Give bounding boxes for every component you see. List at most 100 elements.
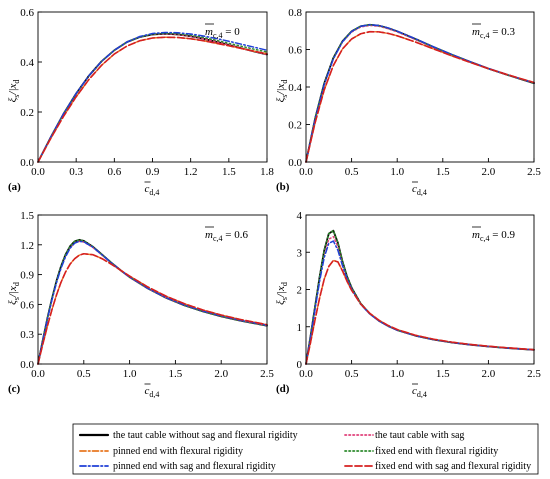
x-tick-label: 0.0 (31, 166, 45, 178)
series-line-6 (37, 252, 268, 365)
legend-label: pinned end with flexural rigidity (113, 446, 243, 457)
legend-label: fixed end with flexural rigidity (375, 446, 498, 457)
x-tick-label: 1.0 (390, 368, 404, 380)
x-tick-label: 0.5 (345, 368, 359, 380)
legend-label: fixed end with sag and flexural rigidity (375, 461, 531, 472)
x-tick-label: 0.6 (107, 166, 121, 178)
y-axis-label: ξs/|xd (275, 80, 289, 103)
legend-label: the taut cable without sag and flexural … (113, 430, 298, 441)
annotation: mc,4 = 0.9 (472, 229, 515, 243)
y-tick-label: 0 (297, 359, 303, 371)
y-tick-label: 0.6 (20, 7, 34, 19)
series-line-3 (305, 259, 535, 365)
y-tick-label: 0.4 (288, 82, 302, 94)
x-tick-label: 0.0 (299, 166, 313, 178)
x-tick-label: 0.9 (146, 166, 160, 178)
x-tick-label: 1.0 (390, 166, 404, 178)
legend-item: pinned end with sag and flexural rigidit… (79, 461, 276, 472)
series-line-1 (305, 229, 535, 365)
series-line-5 (305, 240, 535, 365)
panel-d: 0.0 0.5 1.0 1.5 2.0 2.5 0 1 2 3 4 (d) cd,4 ξs/|xd mc,4… (275, 210, 541, 399)
legend-box (72, 423, 539, 475)
y-tick-label: 0.2 (20, 107, 34, 119)
x-tick-label: 2.0 (482, 368, 496, 380)
panel-c: 0.0 0.5 1.0 1.5 2.0 2.5 0.0 0.3 0.6 0.9 1.2 1.5 (c) c… (7, 210, 274, 399)
panel-b: 0.0 0.5 1.0 1.5 2.0 2.5 0.0 0.2 0.4 0.6 0.8 (b) cd,4… (275, 7, 541, 197)
y-tick-label: 0.4 (20, 57, 34, 69)
series-line-3 (305, 30, 535, 163)
x-tick-label: 2.0 (214, 368, 228, 380)
y-tick-label: 1.2 (20, 240, 34, 252)
y-tick-label: 0.8 (288, 7, 302, 19)
plot-frame (37, 214, 268, 365)
series-line-4 (37, 32, 268, 163)
legend-item: pinned end with flexural rigidity (79, 446, 243, 457)
series-line-1 (37, 238, 268, 365)
y-tick-label: 1 (297, 322, 303, 334)
x-tick-label: 1.5 (436, 368, 450, 380)
legend-item: fixed end with sag and flexural rigidity (344, 461, 531, 472)
legend-item: the taut cable without sag and flexural … (78, 430, 298, 441)
x-tick-label: 1.5 (436, 166, 450, 178)
x-tick-label: 2.0 (482, 166, 496, 178)
series-line-6 (37, 36, 268, 163)
series-line-4 (37, 239, 268, 365)
x-tick-label: 0.0 (299, 368, 313, 380)
y-tick-label: 3 (297, 247, 303, 259)
y-tick-label: 0.0 (288, 157, 302, 169)
annotation: mc,4 = 0.6 (205, 229, 248, 243)
x-tick-label: 0.3 (69, 166, 83, 178)
legend-items: the taut cable without sag and flexural … (78, 430, 531, 472)
x-axis-label: cd,4 (145, 183, 160, 197)
y-axis-label: ξs/|xd (275, 282, 289, 305)
x-tick-label: 0.5 (77, 368, 91, 380)
y-axis-label: ξs/|xd (7, 80, 21, 103)
y-tick-label: 0.6 (288, 45, 302, 57)
x-tick-label: 2.5 (527, 166, 541, 178)
series-line-2 (37, 33, 268, 163)
y-axis-label: ξs/|xd (7, 282, 21, 305)
legend-item: the taut cable with sag (344, 430, 464, 441)
y-tick-label: 0.3 (20, 329, 34, 341)
series-line-1 (37, 32, 268, 163)
x-tick-label: 1.8 (260, 166, 274, 178)
series-line-5 (37, 240, 268, 365)
x-tick-label: 2.5 (260, 368, 274, 380)
panel-label: (d) (276, 383, 290, 395)
series-line-2 (37, 240, 268, 365)
panel-label: (b) (276, 181, 290, 193)
y-tick-label: 4 (297, 210, 303, 222)
x-tick-label: 1.5 (222, 166, 236, 178)
y-tick-label: 1.5 (20, 210, 34, 222)
legend-label: pinned end with sag and flexural rigidit… (113, 461, 276, 472)
x-tick-label: 1.2 (184, 166, 198, 178)
series-line-6 (305, 259, 535, 365)
y-tick-label: 0.2 (288, 120, 302, 132)
x-axis-label: cd,4 (412, 385, 427, 399)
x-tick-label: 1.0 (123, 368, 137, 380)
panel-label: (c) (8, 383, 21, 395)
y-tick-label: 2 (297, 285, 303, 297)
series-line-5 (37, 31, 268, 163)
x-axis-label: cd,4 (412, 183, 427, 197)
series-line-6 (305, 30, 535, 163)
panel-a: 0.0 0.3 0.6 0.9 1.2 1.5 1.8 0.0 0.2 0.4 0.6 (a) cd,4… (7, 7, 274, 197)
x-tick-label: 2.5 (527, 368, 541, 380)
panels: 0.0 0.3 0.6 0.9 1.2 1.5 1.8 0.0 0.2 0.4 0.6 (a) cd,4… (7, 7, 541, 399)
series-line-2 (305, 235, 535, 365)
x-tick-label: 1.5 (169, 368, 183, 380)
y-tick-label: 0.0 (20, 359, 34, 371)
legend: the taut cable without sag and flexural … (72, 423, 539, 475)
y-tick-label: 0.0 (20, 157, 34, 169)
x-axis-label: cd,4 (145, 385, 160, 399)
annotation: mc,4 = 0 (205, 26, 240, 40)
y-tick-label: 0.9 (20, 270, 34, 282)
panel-label: (a) (8, 181, 21, 193)
annotation: mc,4 = 0.3 (472, 26, 515, 40)
series-line-5 (305, 24, 535, 163)
y-tick-label: 0.6 (20, 299, 34, 311)
legend-item: fixed end with flexural rigidity (344, 446, 498, 457)
legend-label: the taut cable with sag (375, 430, 464, 441)
series-line-3 (37, 252, 268, 365)
